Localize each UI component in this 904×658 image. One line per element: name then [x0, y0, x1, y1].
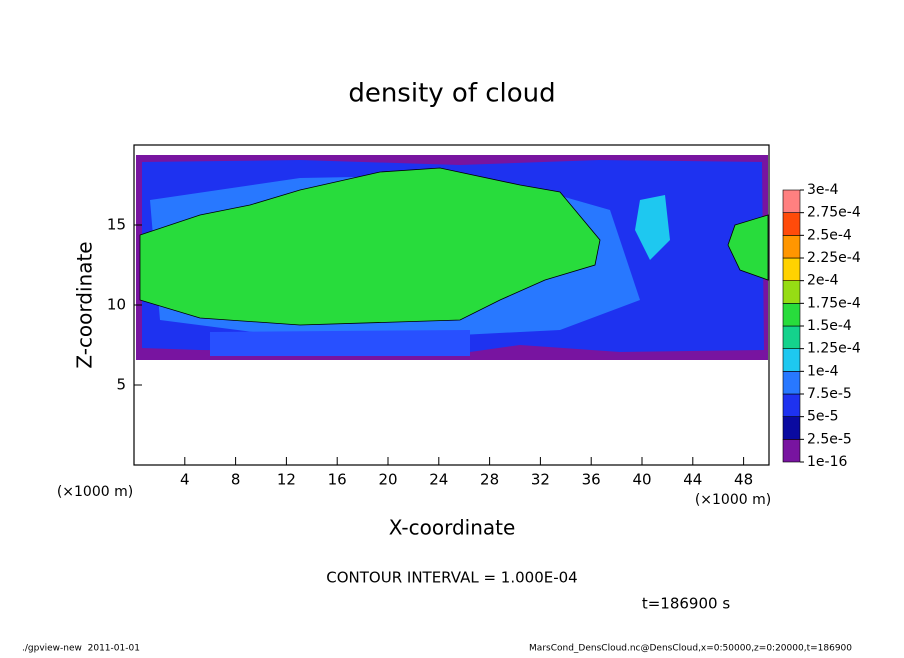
colorbar-label: 2.75e-4 — [807, 205, 861, 221]
colorbar-band — [782, 257, 801, 281]
colorbar-label: 1e-4 — [807, 363, 839, 379]
x-tick-label: 24 — [429, 471, 448, 489]
colorbar-label: 5e-5 — [807, 409, 838, 425]
colorbar-label: 1.75e-4 — [807, 295, 861, 311]
colorbar-band — [782, 235, 801, 259]
colorbar-label: 2.5e-5 — [807, 431, 852, 447]
chart-title: density of cloud — [348, 79, 555, 109]
y-tick-label: 15 — [107, 216, 126, 234]
footer-left: ./gpview-new 2011-01-01 — [22, 644, 140, 654]
y-axis-label: Z-coordinate — [73, 241, 97, 368]
colorbar-label: 1e-16 — [807, 454, 847, 470]
x-tick-label: 36 — [582, 471, 601, 489]
x-tick-label: 40 — [632, 471, 651, 489]
colorbar-label: 1.25e-4 — [807, 341, 861, 357]
colorbar-band — [782, 280, 801, 304]
x-tick-label: 44 — [683, 471, 702, 489]
x-axis-label: X-coordinate — [389, 516, 516, 540]
field-region — [139, 167, 601, 326]
contour-note: CONTOUR INTERVAL = 1.000E-04 — [326, 569, 577, 587]
field-region — [210, 330, 470, 356]
x-tick-label: 48 — [734, 471, 753, 489]
colorbar-band — [782, 348, 801, 372]
x-tick-label: 16 — [328, 471, 347, 489]
field-region — [635, 195, 670, 260]
x-unit: (×1000 m) — [695, 492, 771, 508]
colorbar-band — [782, 325, 801, 349]
y-tick-label: 10 — [107, 296, 126, 314]
field-region — [727, 214, 769, 281]
x-tick-label: 28 — [480, 471, 499, 489]
colorbar-band — [782, 303, 801, 327]
time-label: t=186900 s — [642, 595, 730, 613]
colorbar-label: 1.5e-4 — [807, 318, 852, 334]
x-tick-label: 20 — [378, 471, 397, 489]
x-tick-label: 32 — [531, 471, 550, 489]
colorbar-band — [782, 393, 801, 417]
colorbar-label: 2.25e-4 — [807, 250, 861, 266]
colorbar-band — [782, 212, 801, 236]
y-tick-label: 5 — [116, 376, 126, 394]
x-tick-label: 4 — [180, 471, 190, 489]
colorbar-label: 3e-4 — [807, 182, 839, 198]
x-tick-label: 8 — [231, 471, 241, 489]
colorbar-band — [782, 371, 801, 395]
x-tick-label: 12 — [277, 471, 296, 489]
colorbar-label: 2e-4 — [807, 273, 839, 289]
colorbar-label: 7.5e-5 — [807, 386, 852, 402]
field — [133, 144, 770, 466]
colorbar-band — [782, 416, 801, 440]
footer-right: MarsCond_DensCloud.nc@DensCloud,x=0:5000… — [529, 644, 852, 654]
colorbar-label: 2.5e-4 — [807, 227, 852, 243]
colorbar-band — [782, 439, 801, 463]
x-unit: (×1000 m) — [57, 484, 133, 500]
colorbar-band — [782, 189, 801, 213]
